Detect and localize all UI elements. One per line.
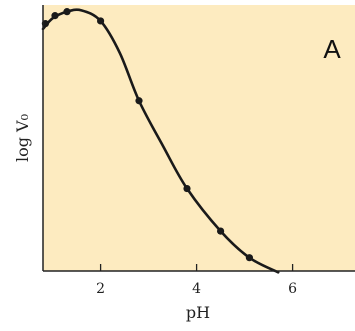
x-ticks: 2 4 6	[96, 264, 297, 297]
x-tick-label-6: 6	[288, 281, 297, 297]
x-axis-label: pH	[186, 303, 210, 322]
points-layer	[41, 8, 253, 262]
data-point-6	[183, 184, 191, 193]
data-point-4	[97, 17, 105, 25]
data-point-8	[245, 254, 253, 262]
panel-label: A	[323, 34, 341, 64]
plot-background	[43, 5, 355, 271]
data-point-2	[51, 12, 59, 20]
y-axis-label: log V₀	[13, 114, 32, 162]
x-tick-label-4: 4	[192, 281, 201, 297]
data-point-3	[63, 8, 71, 16]
data-point-7	[217, 227, 225, 235]
x-tick-label-2: 2	[96, 281, 105, 297]
data-point-5	[135, 97, 143, 105]
